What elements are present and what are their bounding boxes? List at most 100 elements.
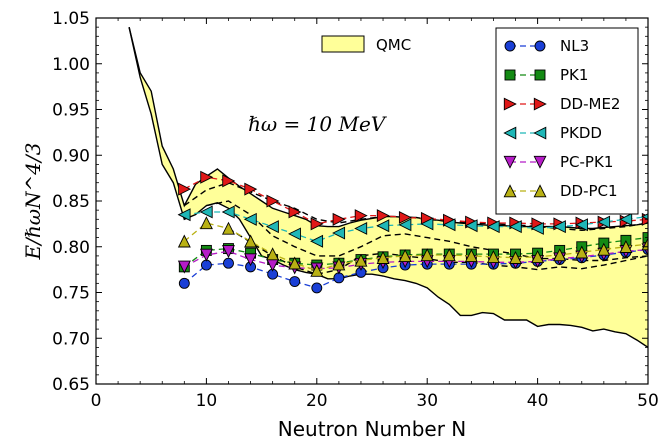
legend-marker — [533, 126, 547, 140]
point-dd-pc1 — [442, 248, 456, 262]
qmc-band-dashed-line-1 — [183, 181, 648, 232]
point-dd-pc1 — [376, 250, 390, 264]
point-dd-pc1 — [332, 257, 346, 271]
series-group — [177, 170, 648, 294]
y-tick-label: 0.80 — [52, 238, 90, 258]
qmc-legend: QMC — [321, 35, 411, 54]
legend-marker — [503, 155, 517, 169]
legend-entry-pk1: PK1 — [504, 66, 588, 84]
y-tick-label: 0.75 — [52, 284, 90, 304]
legend-label: NL3 — [560, 37, 589, 55]
series-line-nl3 — [183, 248, 648, 289]
point-dd-pc1 — [310, 263, 324, 277]
legend-entry-dd-pc1: DD-PC1 — [503, 182, 618, 200]
qmc-band-dashed-line-2 — [206, 200, 648, 262]
point-dd-pc1 — [464, 249, 478, 263]
y-tick-label: 0.70 — [52, 329, 90, 349]
point-dd-pc1 — [420, 248, 434, 262]
point-dd-me2 — [354, 209, 368, 223]
series-line-pkdd — [184, 211, 648, 242]
point-dd-pc1 — [553, 248, 567, 262]
point-dd-me2 — [178, 182, 192, 196]
point-dd-pc1 — [221, 221, 235, 235]
legend-label: PC-PK1 — [560, 153, 613, 171]
point-dd-pc1 — [575, 245, 589, 259]
point-pc-pk1 — [266, 258, 280, 272]
legend-label: PKDD — [560, 124, 602, 142]
point-pkdd — [486, 220, 500, 234]
point-dd-pc1 — [597, 242, 611, 256]
point-dd-me2 — [266, 194, 280, 208]
point-pc-pk1 — [177, 260, 191, 274]
legend-marker — [504, 40, 516, 52]
legend-marker — [533, 184, 547, 198]
point-pkdd — [508, 220, 522, 234]
y-tick-label: 0.90 — [52, 146, 90, 166]
point-pkdd — [398, 218, 412, 232]
x-tick-label: 0 — [91, 391, 102, 411]
x-axis-label: Neutron Number N — [278, 417, 467, 441]
point-dd-pc1 — [354, 253, 368, 267]
point-pkdd — [310, 234, 324, 248]
point-nl3 — [289, 276, 301, 287]
point-dd-pc1 — [177, 234, 191, 248]
point-dd-me2 — [310, 217, 324, 231]
legend-label: DD-PC1 — [560, 182, 618, 200]
legend-label: DD-ME2 — [560, 95, 620, 113]
series-dd-pc1 — [177, 216, 648, 277]
legend-entry-nl3: NL3 — [504, 37, 589, 55]
hbar-omega-annotation: ℏω = 10 MeV — [248, 112, 388, 136]
qmc-band-lower-edge — [128, 27, 648, 348]
x-tick-label: 50 — [637, 391, 659, 411]
point-nl3 — [178, 277, 190, 289]
point-pkdd — [552, 220, 566, 234]
point-dd-me2 — [244, 182, 258, 196]
point-dd-me2 — [222, 174, 236, 188]
point-pkdd — [442, 218, 456, 232]
legend-marker — [504, 69, 516, 81]
x-tick-label: 30 — [416, 391, 438, 411]
point-dd-pc1 — [199, 216, 213, 230]
point-pkdd — [574, 218, 588, 232]
axis-ticks: 0 10 20 30 40 50 0.65 0.70 0.75 0.80 0.85 0.90 0.95 1… — [52, 9, 659, 411]
point-dd-me2 — [398, 210, 412, 224]
series-legend: NL3 PK1 DD-ME2 PKDD PC-PK1 DD-PC1 — [495, 27, 639, 215]
series-line-dd-me2 — [183, 176, 648, 225]
point-dd-pc1 — [619, 239, 633, 253]
legend-marker — [503, 126, 517, 140]
point-pkdd — [199, 205, 213, 219]
point-dd-pc1 — [398, 249, 412, 263]
legend-marker — [534, 40, 546, 52]
point-pkdd — [287, 227, 301, 241]
series-line-pk1 — [183, 236, 648, 268]
point-pc-pk1 — [221, 245, 235, 259]
point-dd-pc1 — [486, 250, 500, 264]
y-tick-label: 0.95 — [52, 101, 90, 121]
series-line-dd-pc1 — [183, 222, 648, 272]
y-tick-label: 1.05 — [52, 9, 90, 29]
point-pkdd — [597, 215, 611, 229]
point-pkdd — [265, 220, 279, 234]
legend-entry-pc-pk1: PC-PK1 — [503, 153, 613, 171]
point-pkdd — [641, 213, 648, 220]
point-dd-me2 — [288, 205, 302, 219]
legend-marker — [533, 97, 547, 111]
point-dd-pc1 — [288, 256, 302, 270]
series-line-pc-pk1 — [183, 248, 648, 270]
point-pkdd — [221, 205, 235, 219]
y-tick-label: 1.00 — [52, 55, 90, 75]
legend-label: PK1 — [560, 66, 588, 84]
point-pkdd — [177, 208, 191, 222]
point-pkdd — [332, 226, 346, 240]
legend-marker — [533, 155, 547, 169]
point-pkdd — [420, 217, 434, 231]
point-pkdd — [243, 212, 257, 226]
legend-marker — [503, 97, 517, 111]
y-tick-label: 0.65 — [52, 375, 90, 395]
legend-marker — [503, 184, 517, 198]
x-tick-label: 20 — [306, 391, 328, 411]
point-pkdd — [530, 221, 544, 235]
x-tick-label: 40 — [527, 391, 549, 411]
qmc-legend-label: QMC — [376, 36, 411, 54]
